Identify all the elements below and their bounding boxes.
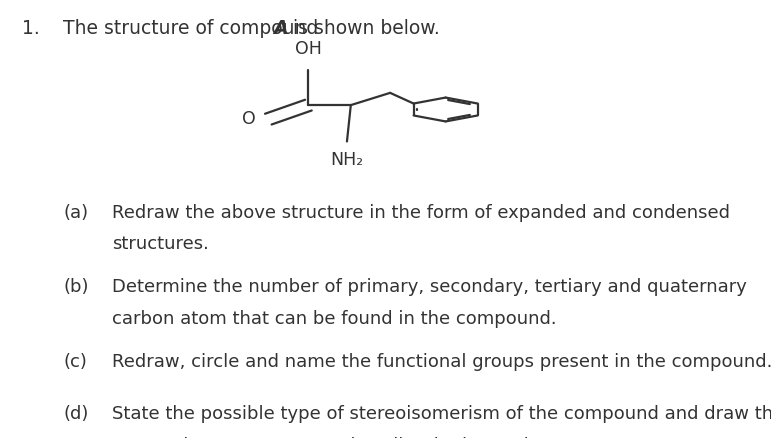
Text: Determine the number of primary, secondary, tertiary and quaternary: Determine the number of primary, seconda… <box>112 278 746 296</box>
Text: The structure of compound: The structure of compound <box>63 19 325 38</box>
Text: State the possible type of stereoisomerism of the compound and draw the: State the possible type of stereoisomeri… <box>112 405 771 423</box>
Text: Redraw the above structure in the form of expanded and condensed: Redraw the above structure in the form o… <box>112 204 730 222</box>
Text: A: A <box>273 19 288 38</box>
Text: (a): (a) <box>63 204 89 222</box>
Text: appropriate structures to describe the isomerism.: appropriate structures to describe the i… <box>112 437 561 438</box>
Text: carbon atom that can be found in the compound.: carbon atom that can be found in the com… <box>112 310 557 328</box>
Text: OH: OH <box>295 40 322 58</box>
Text: O: O <box>242 110 256 128</box>
Text: (c): (c) <box>63 353 87 371</box>
Text: (d): (d) <box>63 405 89 423</box>
Text: structures.: structures. <box>112 235 209 253</box>
Text: 1.: 1. <box>22 19 39 38</box>
Text: is shown below.: is shown below. <box>287 19 439 38</box>
Text: (b): (b) <box>63 278 89 296</box>
Text: Redraw, circle and name the functional groups present in the compound.: Redraw, circle and name the functional g… <box>112 353 771 371</box>
Text: NH₂: NH₂ <box>331 151 363 169</box>
